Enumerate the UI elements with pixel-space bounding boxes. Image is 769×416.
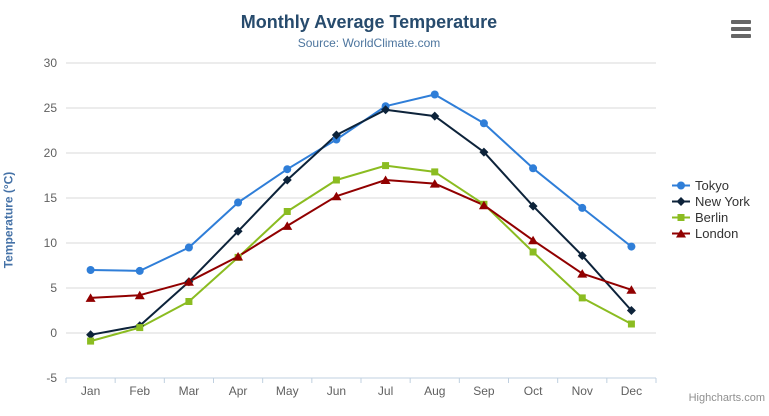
new-york-point-dec[interactable] <box>626 306 636 315</box>
tokyo-point-jan[interactable] <box>86 266 95 274</box>
berlin-point-jun[interactable] <box>332 176 340 184</box>
tokyo-point-dec[interactable] <box>627 242 636 251</box>
berlin-point-jan[interactable] <box>87 337 95 345</box>
legend-item-berlin[interactable]: Berlin <box>672 209 750 225</box>
x-axis-label: Nov <box>572 384 593 398</box>
london-point-oct[interactable] <box>528 235 539 245</box>
series-line-new-york <box>89 108 633 336</box>
new-york-point-sep[interactable] <box>479 147 489 157</box>
x-axis-label: Sep <box>473 384 495 398</box>
legend-label: Tokyo <box>695 177 729 193</box>
new-york-point-aug[interactable] <box>430 111 440 121</box>
legend-label: London <box>695 225 739 241</box>
legend-item-london[interactable]: London <box>672 225 750 241</box>
berlin-point-feb[interactable] <box>136 324 144 332</box>
x-axis-label: Oct <box>524 384 543 398</box>
x-axis-label: Aug <box>424 384 445 398</box>
legend-item-new-york[interactable]: New York <box>672 193 750 209</box>
new-york-point-jun[interactable] <box>331 130 341 140</box>
x-axis-label: Jun <box>327 384 346 398</box>
tokyo-point-may[interactable] <box>283 165 292 174</box>
berlin-point-nov[interactable] <box>578 294 586 302</box>
legend: Tokyo New York Berlin London <box>672 177 750 241</box>
y-axis-label: -5 <box>46 371 57 385</box>
tokyo-point-aug[interactable] <box>430 90 439 99</box>
berlin-point-oct[interactable] <box>529 248 537 256</box>
x-axis-label: Apr <box>229 384 248 398</box>
y-axis-label: 5 <box>50 281 57 295</box>
london-point-aug[interactable] <box>429 179 440 188</box>
x-axis-label: May <box>276 384 299 398</box>
legend-marker-square-icon <box>672 213 690 221</box>
tokyo-point-feb[interactable] <box>135 266 144 275</box>
hamburger-icon <box>731 20 751 38</box>
new-york-point-jul[interactable] <box>381 105 391 115</box>
london-point-jan[interactable] <box>85 293 96 302</box>
tokyo-point-sep[interactable] <box>479 119 488 128</box>
new-york-point-jan[interactable] <box>86 330 96 340</box>
y-axis-label: 0 <box>50 326 57 340</box>
x-axis-label: Jul <box>378 384 393 398</box>
series-line-berlin <box>89 164 633 343</box>
new-york-point-may[interactable] <box>282 175 292 185</box>
berlin-point-dec[interactable] <box>627 320 635 328</box>
series-line-london <box>89 179 633 299</box>
london-point-nov[interactable] <box>577 269 588 278</box>
tokyo-point-oct[interactable] <box>529 164 538 173</box>
tokyo-point-mar[interactable] <box>184 243 193 252</box>
x-axis-label: Dec <box>621 384 642 398</box>
london-point-may[interactable] <box>282 221 293 230</box>
y-axis-label: 20 <box>44 146 58 160</box>
series-line-tokyo <box>89 93 633 272</box>
london-point-mar[interactable] <box>183 277 194 286</box>
chart-subtitle: Source: WorldClimate.com <box>297 36 441 50</box>
berlin-point-mar[interactable] <box>185 298 193 305</box>
chart-title: Monthly Average Temperature <box>240 12 498 32</box>
legend-label: New York <box>695 193 750 209</box>
tokyo-point-nov[interactable] <box>578 203 587 212</box>
new-york-point-nov[interactable] <box>577 251 587 261</box>
new-york-point-apr[interactable] <box>233 226 243 236</box>
london-point-jul[interactable] <box>380 175 391 185</box>
new-york-point-oct[interactable] <box>528 201 538 211</box>
y-axis-label: 25 <box>44 101 58 115</box>
legend-marker-circle-icon <box>672 181 690 189</box>
berlin-point-may[interactable] <box>283 208 291 215</box>
london-point-apr[interactable] <box>233 252 244 261</box>
y-axis-label: 15 <box>44 191 58 205</box>
legend-label: Berlin <box>695 209 729 225</box>
tokyo-point-apr[interactable] <box>234 198 243 207</box>
x-axis-label: Feb <box>129 384 150 398</box>
berlin-point-jul[interactable] <box>382 162 390 170</box>
berlin-point-aug[interactable] <box>431 168 439 176</box>
london-point-jun[interactable] <box>331 191 342 201</box>
y-axis-label: 10 <box>44 236 58 250</box>
x-axis-label: Jan <box>81 384 100 398</box>
export-menu-button[interactable] <box>729 17 753 41</box>
legend-marker-triangle-icon <box>672 228 690 237</box>
x-axis-label: Mar <box>179 384 200 398</box>
legend-item-tokyo[interactable]: Tokyo <box>672 177 750 193</box>
legend-marker-diamond-icon <box>672 196 690 206</box>
london-point-sep[interactable] <box>478 200 489 210</box>
london-point-dec[interactable] <box>626 285 637 294</box>
credits-link[interactable]: Highcharts.com <box>688 392 765 404</box>
london-point-feb[interactable] <box>134 290 145 300</box>
y-axis-label: 30 <box>44 56 58 70</box>
